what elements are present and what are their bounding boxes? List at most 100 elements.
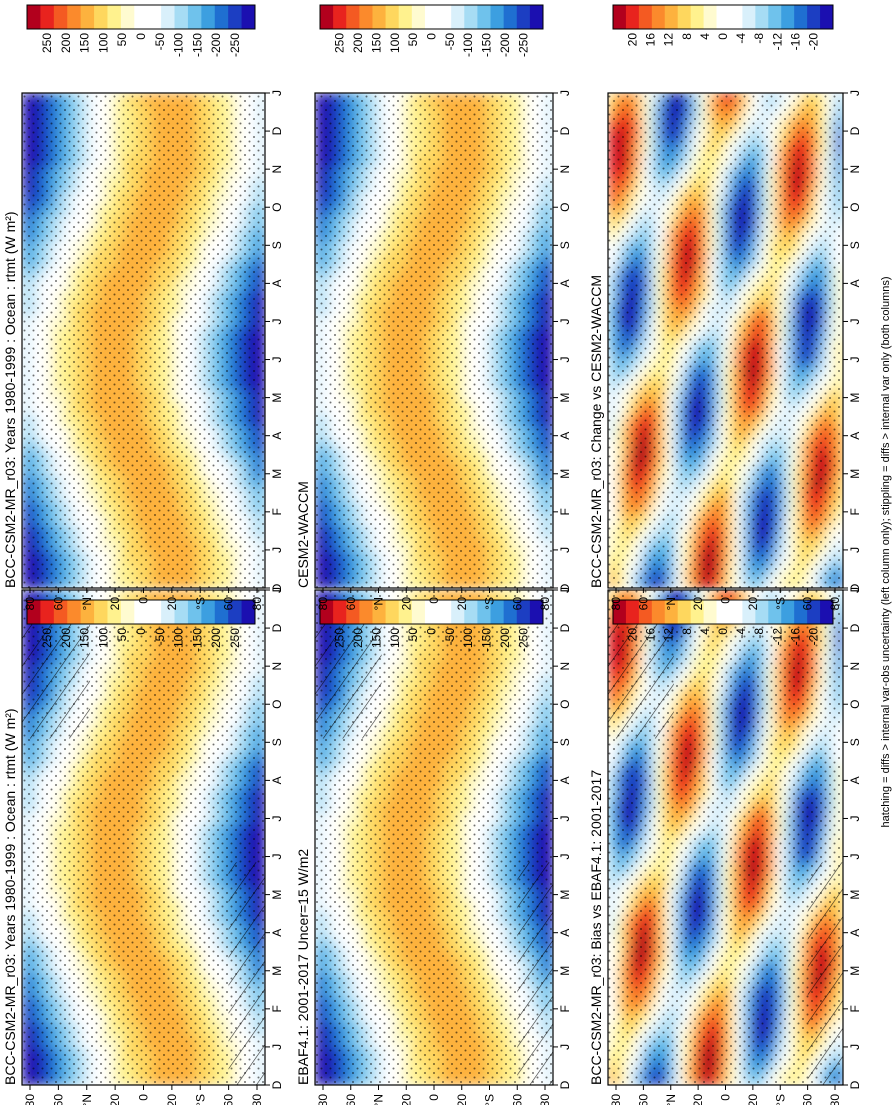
stippling (22, 93, 265, 588)
x-tick-label: M (558, 890, 572, 900)
y-tick-label: °N (664, 597, 678, 610)
y-tick-label: 0 (137, 597, 151, 604)
y-tick-label: 60 (51, 597, 65, 611)
y-tick-label: 20 (399, 597, 413, 611)
colorbar-tick-label: -200 (498, 628, 512, 652)
colorbar-tick-label: -100 (172, 33, 186, 57)
x-tick-label: J (848, 1044, 862, 1050)
y-tick-label: °N (372, 1094, 386, 1105)
colorbar-tick-label: -150 (480, 33, 494, 57)
colorbar-tick-label: -4 (734, 33, 748, 44)
panel-title: BCC-CSM2-MR_r03: Years 1980-1999 : Ocean… (2, 708, 18, 1085)
x-tick-label: J (558, 547, 572, 553)
y-tick-label: 80 (828, 1094, 842, 1105)
x-tick-label: J (848, 357, 862, 363)
colorbar-tick-label: -50 (443, 33, 457, 51)
x-tick-label: J (270, 357, 284, 363)
colorbar-tick-label: 200 (59, 33, 73, 53)
x-tick-label: D (270, 583, 284, 592)
colorbar-tick-label: 250 (333, 628, 347, 648)
hatching (315, 614, 382, 739)
colorbar-tick-label: 250 (333, 33, 347, 53)
hatching (608, 614, 674, 739)
x-tick-label: M (558, 469, 572, 479)
colorbar-tick-label: 100 (96, 33, 110, 53)
colorbar-tick-label: 0 (716, 628, 730, 635)
y-tick-label: 60 (344, 597, 358, 611)
x-tick-label: A (558, 279, 572, 287)
colorbar: 250 200 150 100 50 0 -50 -100 -150 -200 -250 (26, 599, 256, 652)
x-tick-label: F (558, 1005, 572, 1012)
colorbar: 20 16 12 8 4 0 -4 -8 -12 -16 -20 (612, 599, 834, 646)
y-tick-label: 80 (23, 1094, 37, 1105)
heatmap-field (315, 93, 553, 588)
panel-title: EBAF4.1: 2001-2017 Uncer=15 W/m2 (295, 849, 311, 1085)
colorbar-tick-label: -200 (209, 33, 223, 57)
colorbar: 250 200 150 100 50 0 -50 -100 -150 -200 -250 (319, 4, 544, 57)
y-tick-label: 60 (222, 597, 236, 611)
colorbar-tick-label: -8 (752, 628, 766, 639)
y-tick-label: 20 (399, 1094, 413, 1105)
x-tick-label: F (558, 508, 572, 515)
colorbar-tick-label: 20 (625, 628, 639, 642)
x-tick-label: A (270, 432, 284, 440)
x-tick-label: J (558, 1044, 572, 1050)
colorbar-tick-label: -200 (498, 33, 512, 57)
stippling (315, 93, 553, 588)
x-tick-label: D (558, 583, 572, 592)
x-tick-label: M (848, 890, 862, 900)
x-tick-label: D (848, 583, 862, 592)
x-tick-label: F (270, 508, 284, 515)
x-tick-label: D (848, 126, 862, 135)
colorbar-tick-label: 0 (425, 628, 439, 635)
x-tick-label: J (558, 854, 572, 860)
colorbar-tick-label: -150 (190, 628, 204, 652)
y-tick-label: °S (193, 597, 207, 610)
colorbar-tick-label: -16 (788, 628, 802, 646)
x-tick-label: J (848, 90, 862, 96)
x-tick-label: N (848, 662, 862, 671)
colorbar-tick-label: -100 (461, 628, 475, 652)
y-tick-label: °S (773, 597, 787, 610)
heatmap-field (608, 590, 843, 1085)
x-tick-label: O (848, 700, 862, 709)
colorbar-tick-label: 12 (662, 33, 676, 47)
x-tick-label: O (270, 203, 284, 212)
colorbar-tick-label: -8 (752, 33, 766, 44)
y-tick-label: 80 (609, 597, 623, 611)
panel-title: BCC-CSM2-MR_r03: Change vs CESM2-WACCM (588, 275, 604, 588)
x-tick-label: S (558, 241, 572, 249)
x-tick-label: D (848, 1080, 862, 1089)
y-tick-label: 80 (316, 1094, 330, 1105)
colorbar-tick-label: -12 (770, 33, 784, 51)
x-tick-label: A (848, 279, 862, 287)
y-tick-label: 80 (828, 597, 842, 611)
heatmap-field (22, 93, 265, 588)
x-tick-label: A (558, 776, 572, 784)
colorbar-tick-label: -50 (443, 628, 457, 646)
colorbar-tick-label: 100 (388, 628, 402, 648)
colorbar-tick-label: 250 (40, 33, 54, 53)
y-tick-label: °N (80, 1094, 94, 1105)
x-tick-label: D (848, 623, 862, 632)
y-tick-label: 60 (510, 597, 524, 611)
y-tick-label: 20 (455, 1094, 469, 1105)
colorbar-tick-label: -50 (153, 628, 167, 646)
y-tick-label: °S (193, 1094, 207, 1105)
y-tick-label: 60 (344, 1094, 358, 1105)
y-tick-label: 20 (455, 597, 469, 611)
colorbar-tick-label: 0 (425, 33, 439, 40)
x-tick-label: D (270, 623, 284, 632)
x-tick-label: J (848, 547, 862, 553)
y-tick-label: 20 (108, 597, 122, 611)
colorbar-tick-label: 4 (698, 33, 712, 40)
x-tick-label: F (848, 508, 862, 515)
colorbar-tick-label: -250 (228, 33, 242, 57)
colorbar-tick-label: 200 (351, 33, 365, 53)
x-tick-label: J (558, 587, 572, 593)
x-tick-label: M (558, 393, 572, 403)
x-tick-label: N (270, 662, 284, 671)
